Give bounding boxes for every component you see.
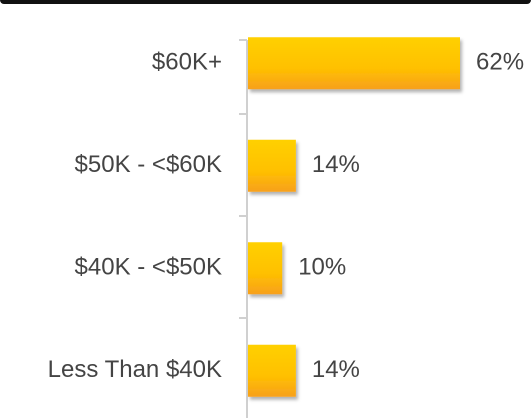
category-label: $40K - <$50K (75, 254, 222, 281)
bar (248, 139, 296, 192)
value-label: 62% (476, 49, 524, 76)
category-label: Less Than $40K (48, 356, 222, 383)
bar (248, 37, 460, 90)
value-label: 14% (312, 151, 360, 178)
category-label: $60K+ (152, 49, 222, 76)
top-border (0, 0, 531, 4)
bar (248, 242, 283, 295)
value-label: 10% (298, 254, 346, 281)
category-label: $50K - <$60K (75, 151, 222, 178)
value-label: 14% (312, 356, 360, 383)
bar (248, 344, 296, 397)
